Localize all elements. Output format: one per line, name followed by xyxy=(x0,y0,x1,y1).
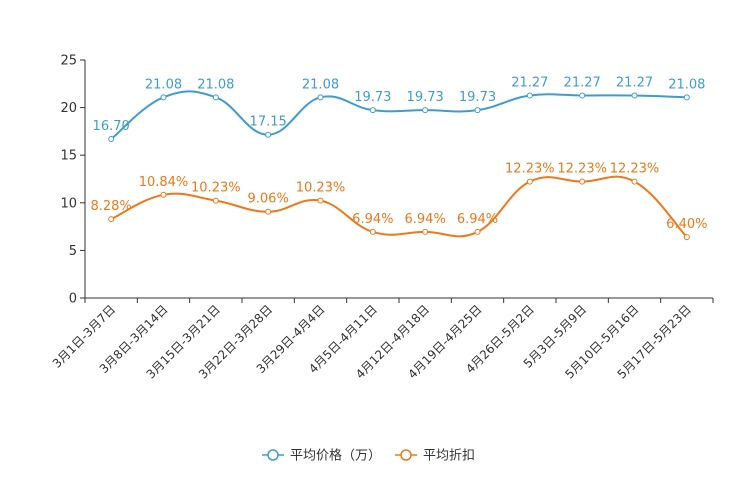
data-label: 12.23% xyxy=(505,162,555,177)
data-label: 19.73 xyxy=(407,90,444,105)
data-label: 16.70 xyxy=(93,119,130,134)
data-label: 21.27 xyxy=(564,76,601,91)
data-label: 21.08 xyxy=(668,77,705,92)
y-tick-label: 15 xyxy=(60,149,77,164)
data-point xyxy=(579,178,586,185)
data-label: 21.27 xyxy=(616,76,653,91)
y-tick-label: 20 xyxy=(60,101,77,116)
y-tick-label: 5 xyxy=(69,244,77,259)
series-2: 8.28%10.84% 10.23%9.06%10.23%6.94% 6.94% 6.… xyxy=(91,162,707,241)
data-point xyxy=(631,178,638,185)
y-tick-label: 25 xyxy=(60,54,77,69)
data-point xyxy=(526,92,533,99)
data-point xyxy=(422,107,429,114)
data-label: 19.73 xyxy=(459,90,496,105)
data-label: 21.08 xyxy=(302,77,339,92)
series-line xyxy=(110,90,687,140)
data-label: 17.15 xyxy=(250,115,287,130)
data-point xyxy=(317,197,324,204)
legend-item-2[interactable]: 平均折扣 xyxy=(395,449,475,464)
data-point xyxy=(212,197,219,204)
data-point xyxy=(108,136,115,143)
data-point xyxy=(683,234,690,241)
data-point xyxy=(474,107,481,114)
data-label: 12.23% xyxy=(610,162,660,177)
chart-series: 16.70 21.08 21.08 17.15 21.08 19.73 19.73 19.73… xyxy=(91,76,707,241)
data-point xyxy=(265,131,272,138)
data-label: 21.27 xyxy=(511,76,548,91)
legend-item-1[interactable]: 平均价格（万） xyxy=(262,448,381,464)
data-point xyxy=(579,92,586,99)
data-point xyxy=(526,178,533,185)
data-label: 19.73 xyxy=(354,90,391,105)
data-point xyxy=(160,191,167,198)
data-label: 12.23% xyxy=(557,162,607,177)
legend-label: 平均价格（万） xyxy=(290,448,381,464)
data-label: 9.06% xyxy=(248,192,289,207)
data-label: 10.23% xyxy=(191,181,241,196)
data-point xyxy=(108,216,115,223)
data-point xyxy=(265,208,272,215)
data-point xyxy=(631,92,638,99)
data-label: 21.08 xyxy=(145,77,182,92)
data-point xyxy=(369,228,376,235)
data-point xyxy=(317,94,324,101)
y-tick-label: 0 xyxy=(69,292,77,307)
data-point xyxy=(422,228,429,235)
data-point xyxy=(160,94,167,101)
data-label: 6.94% xyxy=(405,212,446,227)
data-label: 8.28% xyxy=(91,199,132,214)
data-label: 6.94% xyxy=(457,212,498,227)
data-point xyxy=(212,94,219,101)
data-point xyxy=(369,107,376,114)
data-label: 21.08 xyxy=(197,77,234,92)
data-point xyxy=(683,94,690,101)
data-label: 10.84% xyxy=(139,175,189,190)
y-tick-label: 10 xyxy=(60,196,77,211)
legend-label: 平均折扣 xyxy=(423,449,475,464)
legend-circle-icon xyxy=(400,449,412,461)
chart-legend[interactable]: 平均价格（万） 平均折扣 xyxy=(262,448,475,464)
series-1: 16.70 21.08 21.08 17.15 21.08 19.73 19.73 19.73… xyxy=(93,76,705,143)
data-label: 6.40% xyxy=(666,217,707,232)
legend-circle-icon xyxy=(267,449,279,461)
data-label: 6.94% xyxy=(352,212,393,227)
data-label: 10.23% xyxy=(296,181,346,196)
data-point xyxy=(474,228,481,235)
